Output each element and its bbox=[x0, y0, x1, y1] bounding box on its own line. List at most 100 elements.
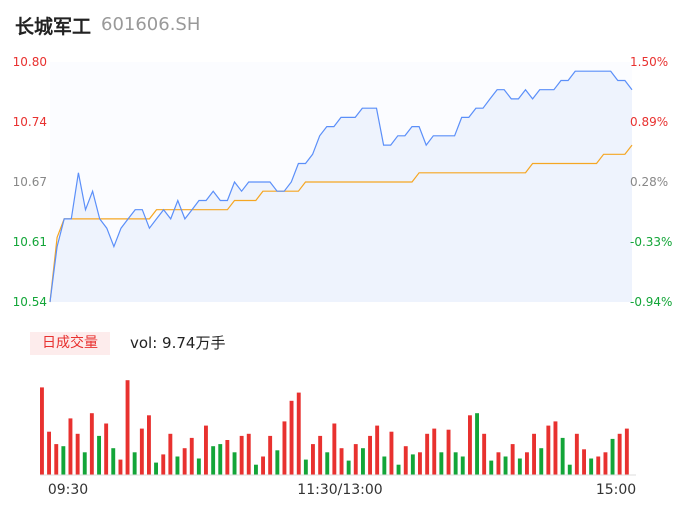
volume-bar bbox=[603, 452, 608, 475]
volume-bar bbox=[147, 415, 151, 475]
volume-bar bbox=[182, 448, 187, 475]
volume-bar bbox=[261, 456, 265, 475]
volume-bar bbox=[567, 464, 572, 475]
average-price-series bbox=[49, 144, 633, 303]
volume-bar bbox=[82, 452, 87, 475]
volume-bar bbox=[225, 440, 230, 475]
volume-bar bbox=[318, 435, 323, 475]
volume-bar bbox=[239, 435, 244, 475]
volume-bar bbox=[503, 456, 508, 475]
y-tick-label-left: 10.67 bbox=[13, 175, 47, 189]
volume-bar bbox=[111, 448, 116, 475]
volume-bar bbox=[582, 449, 586, 476]
volume-bar bbox=[154, 462, 158, 475]
volume-bar bbox=[432, 428, 437, 475]
volume-bar bbox=[75, 433, 80, 475]
volume-bar bbox=[125, 380, 130, 475]
volume-bar bbox=[468, 415, 472, 475]
y-tick-label-left: 10.54 bbox=[13, 295, 47, 309]
daily-volume-tab[interactable]: 日成交量 bbox=[30, 332, 110, 355]
volume-bar bbox=[610, 438, 615, 475]
average-price-line bbox=[49, 144, 633, 303]
volume-bar bbox=[410, 454, 415, 475]
volume-bar bbox=[68, 418, 73, 476]
volume-bar bbox=[418, 452, 422, 475]
volume-readout: vol: 9.74万手 bbox=[130, 334, 226, 352]
price-line bbox=[49, 70, 633, 303]
volume-bar bbox=[532, 433, 536, 475]
volume-bar bbox=[275, 450, 280, 475]
volume-bar bbox=[47, 431, 51, 475]
volume-bar bbox=[546, 425, 551, 475]
volume-bar bbox=[617, 433, 622, 475]
volume-bar bbox=[189, 437, 194, 475]
volume-bar bbox=[361, 448, 365, 475]
volume-bar bbox=[175, 456, 180, 475]
price-area-fill bbox=[50, 71, 632, 302]
volume-bar bbox=[54, 444, 59, 475]
volume-bar bbox=[268, 435, 273, 475]
volume-bar bbox=[382, 456, 387, 475]
volume-bar bbox=[375, 425, 380, 475]
y-tick-label-left: 10.74 bbox=[13, 115, 47, 129]
y-tick-label-right: 1.50% bbox=[630, 55, 668, 69]
volume-bar bbox=[204, 425, 208, 475]
volume-bar bbox=[353, 444, 358, 475]
volume-bar bbox=[246, 433, 251, 475]
volume-bar bbox=[282, 421, 287, 475]
volume-bar bbox=[496, 452, 501, 475]
volume-bar bbox=[453, 452, 458, 475]
volume-bar bbox=[560, 437, 565, 475]
volume-bar bbox=[425, 433, 430, 475]
price-area bbox=[50, 71, 632, 302]
x-axis-labels: 09:30 11:30/13:00 15:00 bbox=[48, 482, 636, 498]
volume-bar bbox=[553, 421, 558, 475]
volume-bar bbox=[403, 446, 408, 475]
volume-bar bbox=[218, 444, 223, 475]
volume-bar bbox=[517, 458, 522, 475]
volume-bar bbox=[346, 460, 351, 475]
volume-bar bbox=[368, 435, 372, 475]
volume-bar bbox=[589, 458, 594, 475]
volume-bar bbox=[118, 459, 123, 475]
stock-code: 601606.SH bbox=[101, 14, 201, 35]
volume-bar bbox=[296, 392, 301, 475]
volume-bar bbox=[489, 460, 494, 475]
volume-bar bbox=[168, 433, 173, 475]
volume-bar bbox=[289, 400, 294, 475]
volume-bar bbox=[232, 452, 237, 475]
volume-bar bbox=[254, 464, 258, 475]
volume-bars bbox=[40, 380, 636, 476]
volume-bar bbox=[40, 387, 44, 475]
volume-bar bbox=[61, 446, 66, 475]
y-tick-label-right: 0.28% bbox=[630, 175, 668, 189]
volume-bar bbox=[311, 444, 315, 475]
volume-bar bbox=[196, 458, 201, 475]
x-tick-label: 11:30/13:00 bbox=[297, 482, 382, 498]
y-tick-label-right: 0.89% bbox=[630, 115, 668, 129]
volume-bar bbox=[574, 433, 579, 475]
volume-bar bbox=[132, 452, 137, 475]
y-tick-label-right: -0.94% bbox=[630, 295, 672, 309]
volume-bar bbox=[97, 435, 101, 475]
volume-bar bbox=[482, 433, 487, 475]
volume-bar bbox=[539, 448, 544, 475]
volume-bar bbox=[596, 456, 601, 475]
volume-bar bbox=[339, 448, 344, 475]
volume-bar bbox=[525, 452, 529, 475]
volume-bar bbox=[89, 413, 94, 475]
volume-bar bbox=[389, 431, 394, 475]
volume-bar bbox=[624, 428, 629, 475]
stock-name: 长城军工 bbox=[15, 16, 92, 38]
volume-bar bbox=[332, 423, 337, 475]
y-tick-label-left: 10.80 bbox=[13, 55, 47, 69]
y-tick-label-right: -0.33% bbox=[630, 235, 672, 249]
y-tick-label-left: 10.61 bbox=[13, 235, 47, 249]
volume-bar bbox=[303, 459, 308, 475]
volume-bar bbox=[475, 413, 479, 475]
y-axis-labels: 10.80 1.50% 10.74 0.89% 10.67 0.28% 10.61 -0.33… bbox=[13, 55, 673, 309]
volume-bar bbox=[139, 428, 144, 475]
volume-bar bbox=[104, 423, 109, 475]
